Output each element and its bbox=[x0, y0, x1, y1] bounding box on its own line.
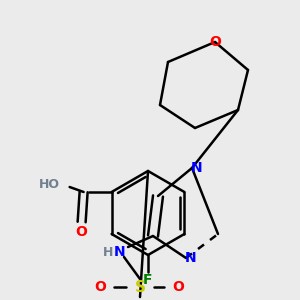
Text: F: F bbox=[143, 273, 153, 287]
Text: S: S bbox=[134, 280, 146, 295]
Text: N: N bbox=[185, 251, 197, 265]
Text: O: O bbox=[209, 35, 221, 49]
Text: N: N bbox=[114, 245, 126, 259]
Text: H: H bbox=[103, 245, 113, 259]
Text: O: O bbox=[172, 280, 184, 294]
Text: O: O bbox=[94, 280, 106, 294]
Text: O: O bbox=[76, 225, 88, 239]
Text: HO: HO bbox=[39, 178, 60, 190]
Text: N: N bbox=[191, 161, 203, 175]
